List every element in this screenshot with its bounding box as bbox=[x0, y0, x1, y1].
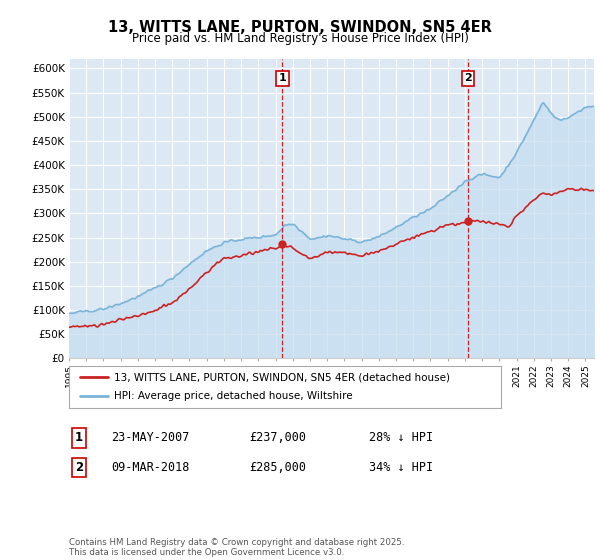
Text: 23-MAY-2007: 23-MAY-2007 bbox=[111, 431, 190, 445]
Text: 34% ↓ HPI: 34% ↓ HPI bbox=[369, 461, 433, 474]
Text: 09-MAR-2018: 09-MAR-2018 bbox=[111, 461, 190, 474]
Text: 13, WITTS LANE, PURTON, SWINDON, SN5 4ER: 13, WITTS LANE, PURTON, SWINDON, SN5 4ER bbox=[108, 20, 492, 35]
Text: Contains HM Land Registry data © Crown copyright and database right 2025.
This d: Contains HM Land Registry data © Crown c… bbox=[69, 538, 404, 557]
Text: 28% ↓ HPI: 28% ↓ HPI bbox=[369, 431, 433, 445]
Text: 2: 2 bbox=[464, 73, 472, 83]
Text: 13, WITTS LANE, PURTON, SWINDON, SN5 4ER (detached house): 13, WITTS LANE, PURTON, SWINDON, SN5 4ER… bbox=[115, 372, 451, 382]
Text: 2: 2 bbox=[75, 461, 83, 474]
Text: HPI: Average price, detached house, Wiltshire: HPI: Average price, detached house, Wilt… bbox=[115, 391, 353, 402]
Text: £237,000: £237,000 bbox=[249, 431, 306, 445]
Text: 1: 1 bbox=[75, 431, 83, 445]
Text: £285,000: £285,000 bbox=[249, 461, 306, 474]
Text: Price paid vs. HM Land Registry's House Price Index (HPI): Price paid vs. HM Land Registry's House … bbox=[131, 32, 469, 45]
Text: 1: 1 bbox=[278, 73, 286, 83]
